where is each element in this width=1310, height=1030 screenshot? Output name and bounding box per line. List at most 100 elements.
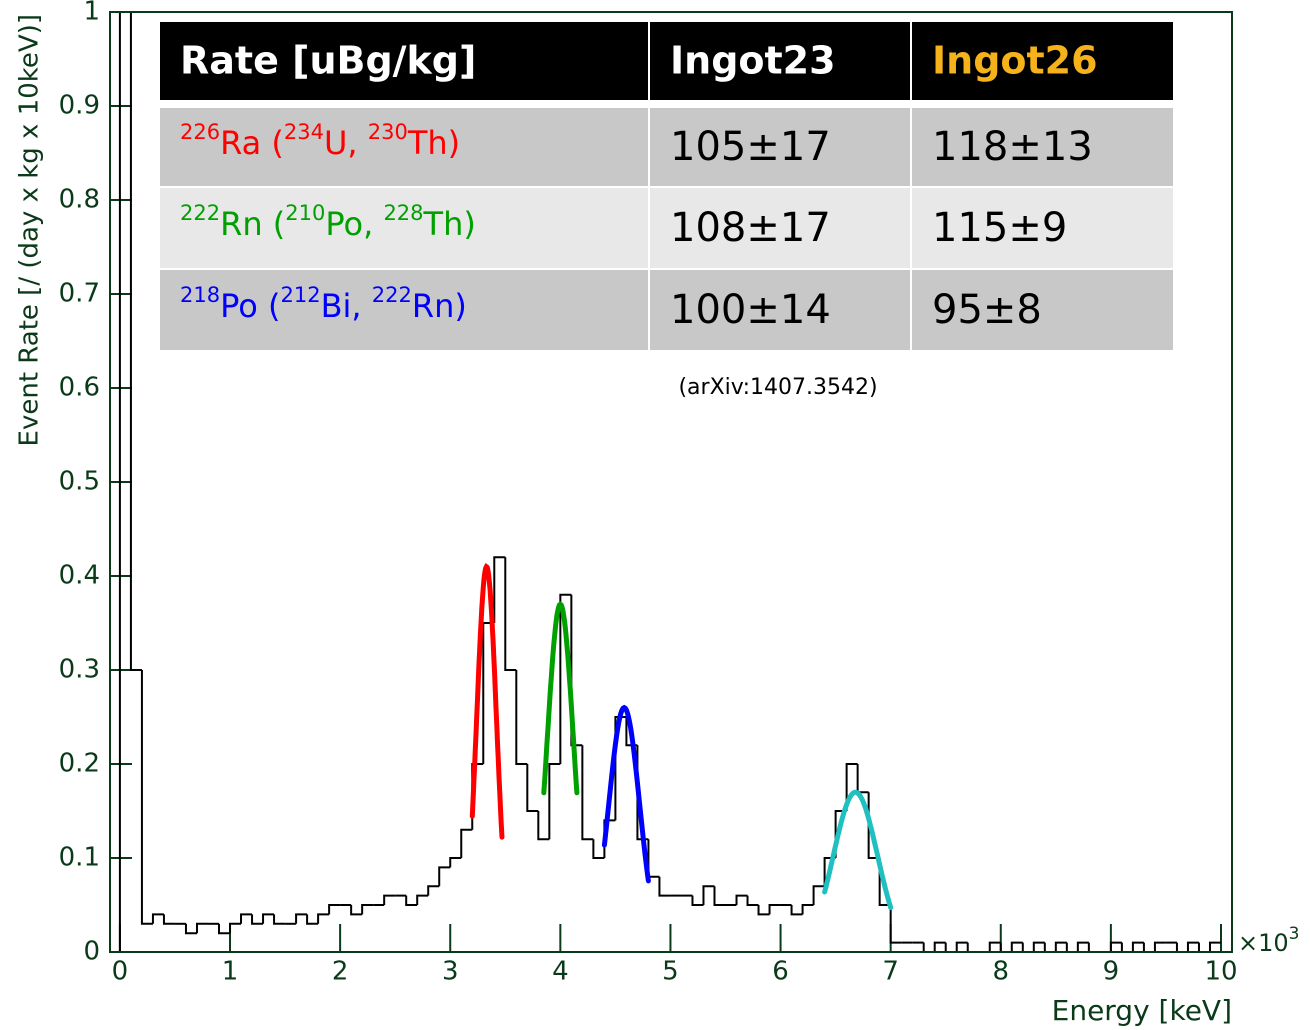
label-text: Po (: [220, 287, 280, 325]
histogram-bin: [493, 556, 506, 623]
histogram-bin: [251, 914, 264, 925]
table-cell: [160, 188, 648, 268]
table-cell: [160, 270, 648, 350]
fit-curve: [541, 600, 580, 796]
x-tick-label: 4: [552, 957, 569, 987]
table-value: 95±8: [932, 287, 1042, 333]
histogram-bin: [845, 763, 858, 811]
x-tick-label: 2: [332, 957, 349, 987]
superscript: 222: [180, 201, 220, 225]
table-cell: [160, 108, 648, 186]
table-header-cell: [912, 22, 1173, 100]
histogram-bin: [460, 828, 473, 858]
histogram-bin: [1032, 941, 1045, 952]
x-tick-label: 10: [1204, 957, 1237, 987]
y-tick-label: 0.5: [59, 467, 100, 497]
y-tick-label: 0.9: [59, 91, 100, 121]
histogram-bin: [1054, 941, 1067, 952]
y-tick-label: 0.6: [59, 373, 100, 403]
y-tick-label: 0.4: [59, 561, 100, 591]
histogram-bin: [427, 885, 440, 896]
histogram-bin: [548, 763, 561, 840]
histogram-bin: [262, 913, 275, 924]
histogram-bin: [581, 745, 594, 841]
histogram-bin: [438, 866, 451, 887]
histogram-bin: [812, 885, 825, 905]
histogram-bin: [713, 886, 726, 906]
histogram-bin: [1186, 941, 1199, 952]
histogram-bin: [405, 895, 418, 906]
plot-frame: [109, 11, 1233, 953]
histogram-bin: [416, 894, 429, 905]
histogram-bin: [966, 942, 979, 952]
x-tick-label: 9: [1103, 957, 1120, 987]
histogram-bin: [592, 839, 605, 859]
table-value: 118±13: [932, 124, 1093, 170]
y-tick-label: 1: [83, 0, 100, 27]
histogram-bin: [537, 811, 550, 841]
histogram-bin: [933, 941, 946, 952]
label-text: Rn): [412, 287, 467, 325]
histogram-bin: [317, 913, 330, 924]
histogram-bin: [691, 895, 704, 906]
y-tick-label: 0.7: [59, 279, 100, 309]
histogram-bin: [1087, 942, 1100, 952]
histogram-bin: [162, 914, 175, 925]
histogram-bin: [383, 894, 396, 905]
superscript: 218: [180, 283, 220, 307]
histogram-bin: [1010, 941, 1023, 952]
histogram-bin: [140, 670, 153, 925]
table-cell: [912, 270, 1173, 350]
table-note: (arXiv:1407.3542): [678, 375, 877, 400]
table-header: Ingot23: [670, 39, 836, 83]
table-value: 108±17: [670, 205, 831, 251]
table-cell: [650, 108, 910, 186]
histogram-bin: [449, 857, 462, 868]
plot-area: [118, 12, 1221, 952]
label-text: Ra (: [220, 124, 284, 162]
histogram-bin: [1043, 942, 1056, 952]
superscript: 222: [372, 283, 412, 307]
table-value: 115±9: [932, 205, 1067, 251]
histogram-bin: [988, 941, 1001, 952]
histogram-bin: [361, 904, 374, 915]
fit-curve: [469, 562, 505, 840]
histogram-bin: [229, 922, 242, 934]
histogram-bin: [129, 12, 142, 671]
superscript: 210: [285, 201, 325, 225]
histogram-bin: [273, 914, 286, 925]
x-tick-label: 8: [992, 957, 1009, 987]
x-axis-label: Energy [keV]: [1052, 994, 1232, 1027]
histogram-bin: [515, 670, 528, 765]
table-cell: [912, 108, 1173, 186]
histogram-bin: [151, 913, 164, 924]
histogram-bin: [195, 922, 208, 934]
histogram-bin: [768, 904, 781, 915]
x-multiplier-base: ×10: [1238, 929, 1289, 957]
y-tick-label: 0: [83, 937, 100, 967]
x-tick-label: 5: [662, 957, 679, 987]
y-tick-label: 0.1: [59, 843, 100, 873]
table-cell: [650, 188, 910, 268]
histogram-bin: [746, 895, 759, 906]
histogram-bin: [647, 839, 660, 878]
histogram-bin: [1065, 942, 1078, 952]
row-label: 218Po (212Bi, 222Rn): [180, 283, 467, 325]
histogram-bin: [889, 905, 902, 944]
x-tick-label: 3: [442, 957, 459, 987]
table-header-cell: [160, 22, 648, 100]
histogram-bin: [1076, 941, 1089, 952]
histogram-bin: [504, 557, 517, 671]
histogram-bin: [526, 764, 539, 812]
histogram-bin: [801, 904, 814, 915]
label-text: U,: [324, 124, 368, 162]
table-header-cell: [650, 22, 910, 100]
histogram-bin: [856, 764, 869, 794]
histogram-bin: [328, 904, 341, 915]
histogram-bin: [1109, 941, 1122, 952]
superscript: 230: [368, 120, 408, 144]
label-text: Po,: [325, 205, 383, 243]
histogram-bin: [658, 876, 671, 897]
x-tick-label: 7: [882, 957, 899, 987]
